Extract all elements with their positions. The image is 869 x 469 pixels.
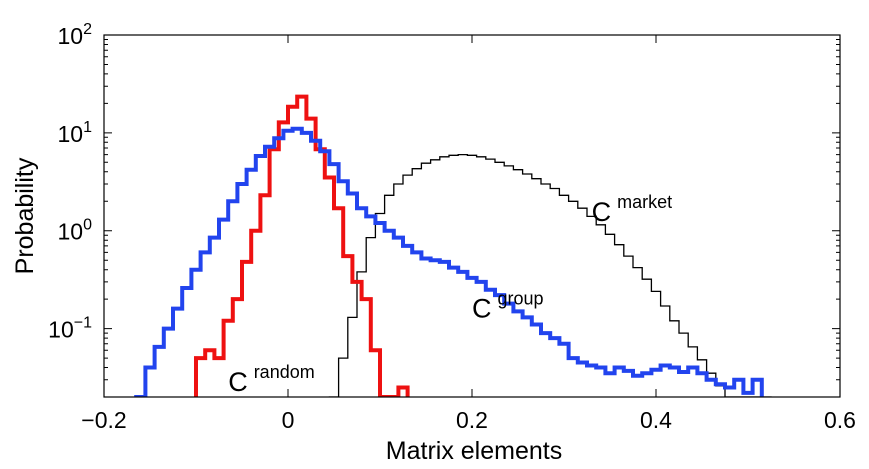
plot-frame xyxy=(103,34,841,398)
series-group-line xyxy=(134,126,764,397)
x-tick-label: 0.6 xyxy=(824,407,856,433)
x-tick-label: 0.4 xyxy=(640,407,672,433)
tick-labels-layer: −0.2 0 0.2 0.4 0.6 10−1 100 101 102 xyxy=(48,21,856,433)
y-tick-label: 101 xyxy=(58,119,93,147)
axis-ticks xyxy=(103,34,841,398)
series-layer xyxy=(134,94,772,397)
y-tick-label: 10−1 xyxy=(48,315,92,343)
x-axis-label: Matrix elements xyxy=(386,437,562,465)
x-tick-label: 0 xyxy=(282,407,295,433)
ticks-layer xyxy=(103,34,841,398)
y-axis-label: Probability xyxy=(11,157,39,274)
series-market-line xyxy=(328,153,772,397)
y-tick-label: 100 xyxy=(58,217,93,245)
x-tick-label: 0.2 xyxy=(456,407,488,433)
y-tick-label: 102 xyxy=(58,21,93,49)
series-random-line xyxy=(194,94,410,397)
x-tick-label: −0.2 xyxy=(81,407,126,433)
